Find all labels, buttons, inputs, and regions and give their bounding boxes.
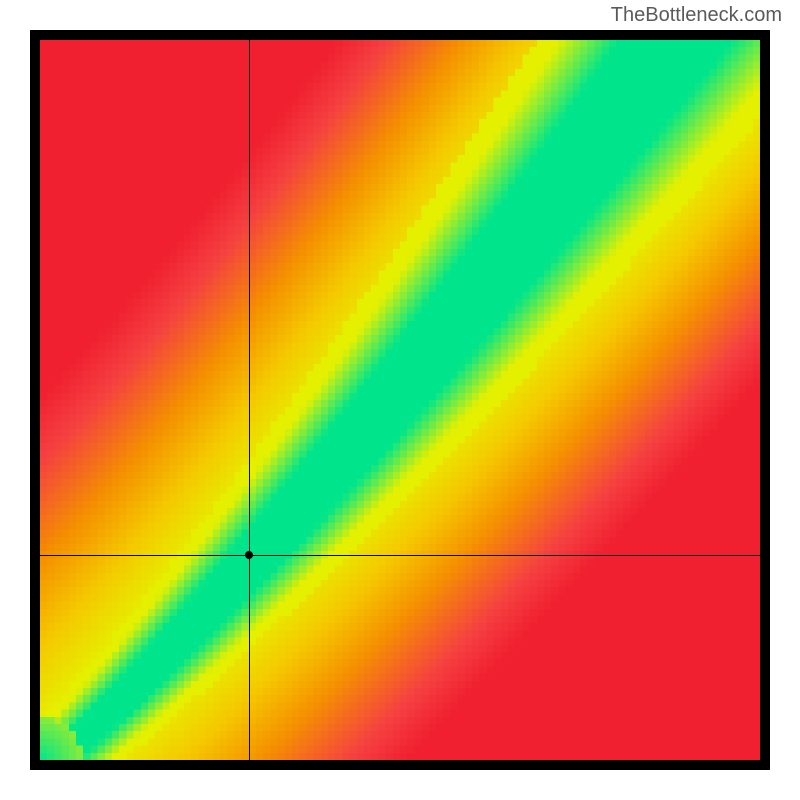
marker-dot [245, 551, 253, 559]
chart-frame [30, 30, 770, 770]
chart-container: TheBottleneck.com [0, 0, 800, 800]
crosshair-horizontal [40, 555, 760, 556]
crosshair-vertical [249, 40, 250, 760]
plot-area [40, 40, 760, 760]
watermark-text: TheBottleneck.com [611, 4, 782, 27]
heatmap-canvas [40, 40, 760, 760]
